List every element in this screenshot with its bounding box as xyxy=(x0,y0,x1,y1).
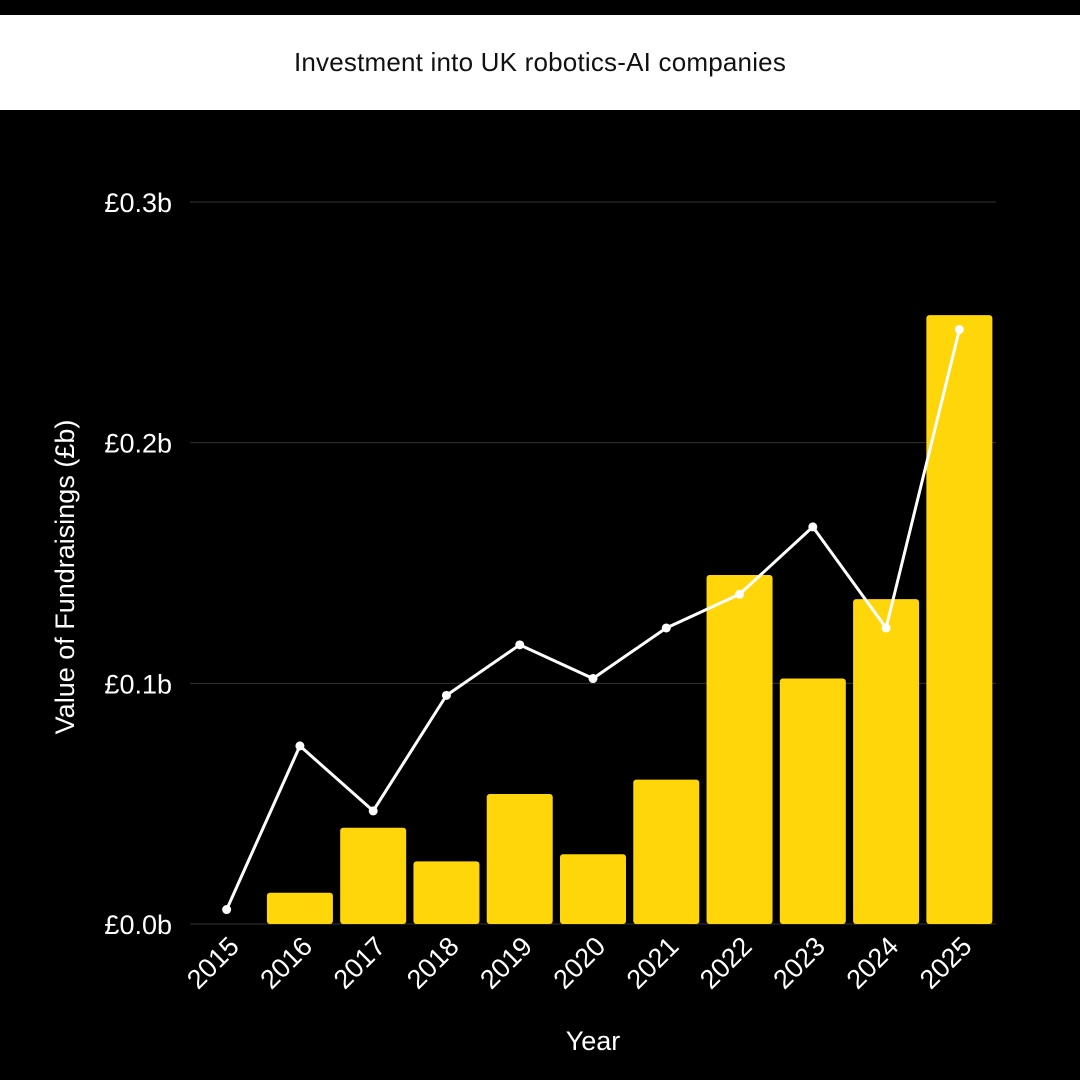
bar-2025 xyxy=(926,315,993,924)
bar-2022 xyxy=(706,575,773,924)
x-tick-label: 2017 xyxy=(328,931,392,995)
bar-2024 xyxy=(853,599,920,924)
x-tick-label: 2016 xyxy=(254,931,318,995)
line-point-2024 xyxy=(881,623,891,633)
y-axis-title: Value of Fundraisings (£b) xyxy=(50,420,80,735)
line-point-2023 xyxy=(808,522,818,532)
line-point-2021 xyxy=(661,623,671,633)
line-point-2020 xyxy=(588,674,598,684)
line-point-2022 xyxy=(735,589,745,599)
bar-2019 xyxy=(486,794,553,924)
bar-2020 xyxy=(560,854,626,924)
x-axis-ticks: 2015 2016 2017 2018 2019 2020 2021 2022 2023 2024… xyxy=(181,931,977,995)
x-tick-label: 2015 xyxy=(181,931,245,995)
bar-2016 xyxy=(266,892,333,924)
x-tick-label: 2023 xyxy=(767,931,831,995)
bar-2021 xyxy=(633,779,700,924)
x-tick-label: 2020 xyxy=(548,931,612,995)
y-tick-label: £0.2b xyxy=(104,429,172,459)
x-axis-title: Year xyxy=(566,1026,621,1056)
y-tick-label: £0.1b xyxy=(104,669,172,699)
y-axis-ticks: £0.0b £0.1b £0.2b £0.3b xyxy=(104,188,172,940)
x-tick-label: 2018 xyxy=(401,931,465,995)
line-series xyxy=(222,325,964,915)
line-point-2017 xyxy=(368,806,378,816)
chart-title-bar: Investment into UK robotics-AI companies xyxy=(0,15,1080,110)
x-tick-label: 2022 xyxy=(694,931,758,995)
bar-series xyxy=(266,315,993,924)
line-point-2016 xyxy=(295,741,305,751)
line-point-2015 xyxy=(222,905,232,915)
chart-title: Investment into UK robotics-AI companies xyxy=(293,47,787,77)
line-point-2025 xyxy=(954,325,964,335)
x-tick-label: 2021 xyxy=(621,931,685,995)
x-tick-label: 2025 xyxy=(914,931,978,995)
bar-2018 xyxy=(413,861,480,924)
bar-2023 xyxy=(779,678,846,924)
y-tick-label: £0.3b xyxy=(104,188,172,218)
x-tick-label: 2019 xyxy=(474,931,538,995)
line-point-2019 xyxy=(515,640,525,650)
y-tick-label: £0.0b xyxy=(104,910,172,940)
x-tick-label: 2024 xyxy=(841,931,905,995)
line-point-2018 xyxy=(441,690,451,700)
bar-2017 xyxy=(340,827,407,924)
trend-line xyxy=(225,329,961,911)
